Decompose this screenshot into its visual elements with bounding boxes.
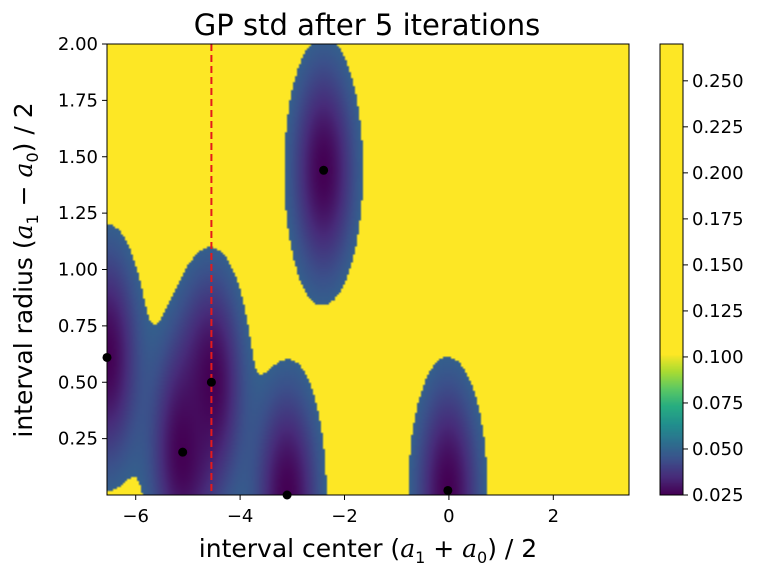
y-tick-label: 1.25 — [58, 203, 98, 224]
colorbar-tick-label: 0.175 — [692, 209, 744, 230]
y-axis-ticks: 0.25 0.50 0.75 1.00 1.25 1.50 1.75 2.00 — [58, 34, 107, 450]
y-tick-label: 1.50 — [58, 147, 98, 168]
colorbar-tick-label: 0.050 — [692, 439, 744, 460]
x-tick-label: 0 — [443, 506, 454, 527]
y-tick-label: 0.25 — [58, 429, 98, 450]
x-tick-label: −6 — [122, 506, 149, 527]
colorbar-tick-label: 0.225 — [692, 117, 744, 138]
observation-point — [443, 485, 453, 495]
plot-area — [102, 43, 630, 500]
colorbar-tick-label: 0.100 — [692, 347, 744, 368]
x-tick-label: −2 — [331, 506, 358, 527]
colorbar-tick-label: 0.125 — [692, 301, 744, 322]
chart-title: GP std after 5 iterations — [194, 8, 540, 42]
y-tick-label: 1.00 — [58, 260, 98, 281]
colorbar-tick-label: 0.200 — [692, 163, 744, 184]
observation-point — [319, 165, 329, 175]
colorbar-ticks: 0.025 0.050 0.075 0.100 0.125 0.150 0.175 0.200… — [683, 71, 744, 506]
observation-point — [178, 447, 188, 457]
observation-point — [206, 377, 216, 387]
colorbar-gradient — [660, 44, 683, 495]
y-axis-label: interval radius (a1 − a0) / 2 — [9, 102, 42, 437]
colorbar-tick-label: 0.075 — [692, 393, 744, 414]
colorbar: 0.025 0.050 0.075 0.100 0.125 0.150 0.175 0.200… — [659, 43, 744, 506]
x-axis-label: interval center (a1 + a0) / 2 — [199, 534, 537, 567]
y-tick-label: 0.50 — [58, 372, 98, 393]
y-tick-label: 1.75 — [58, 90, 98, 111]
colorbar-tick-label: 0.025 — [692, 485, 744, 506]
x-axis-ticks: −6 −4 −2 0 2 — [122, 495, 559, 527]
observation-points — [102, 165, 453, 500]
x-tick-label: −4 — [227, 506, 254, 527]
heatmap-image — [107, 44, 629, 495]
y-tick-label: 2.00 — [58, 34, 98, 55]
colorbar-tick-label: 0.150 — [692, 255, 744, 276]
y-tick-label: 0.75 — [58, 316, 98, 337]
colorbar-tick-label: 0.250 — [692, 71, 744, 92]
x-tick-label: 2 — [548, 506, 559, 527]
colorbar-frame — [659, 43, 684, 496]
